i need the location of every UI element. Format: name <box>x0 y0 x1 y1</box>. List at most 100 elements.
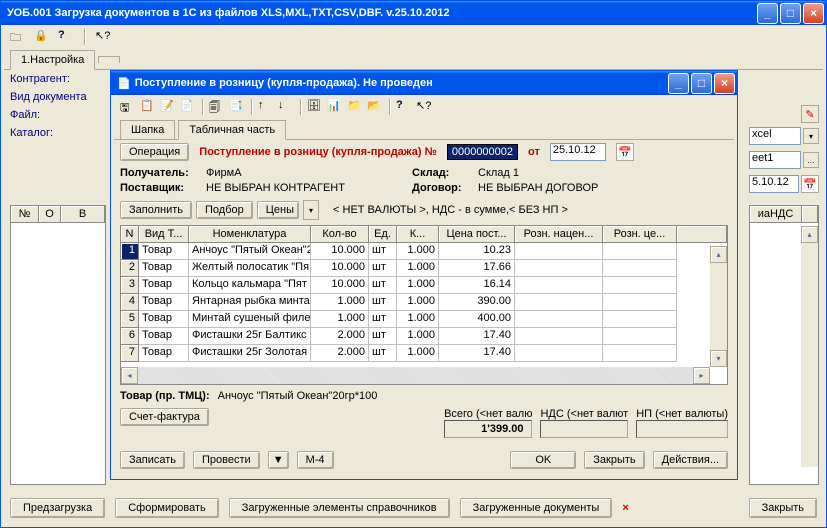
provesti-button[interactable]: Провести <box>193 451 260 469</box>
tab-nastroika[interactable]: 1.Настройка <box>10 50 95 70</box>
document-window: 📄 Поступление в розницу (купля-продажа).… <box>110 70 738 480</box>
tool-icon[interactable]: 📝 <box>160 99 176 115</box>
edit-icon[interactable]: ✎ <box>801 105 819 123</box>
calendar-icon[interactable]: 📅 <box>801 175 819 193</box>
operation-button[interactable]: Операция <box>120 143 189 161</box>
arrow-down-icon[interactable]: ↓ <box>278 99 294 115</box>
grid-scrollbar-v[interactable]: ▴▾ <box>710 246 727 367</box>
value-dogovor: НЕ ВЫБРАН ДОГОВОР <box>478 182 598 194</box>
col-n[interactable]: № <box>11 206 39 223</box>
col-nom[interactable]: Номенклатура <box>189 226 311 243</box>
provesti-dropdown[interactable]: ▼ <box>268 451 289 469</box>
col-k[interactable]: К... <box>397 226 439 243</box>
col-rc[interactable]: Розн. це... <box>603 226 677 243</box>
table-row[interactable]: 6ТоварФисташки 25г Балтикс2.000шт1.00017… <box>121 328 727 345</box>
col-nds[interactable]: иаНДС <box>750 206 802 223</box>
scroll-up-icon[interactable]: ▴ <box>710 246 727 263</box>
tool-icon[interactable]: 🖫 <box>120 99 136 115</box>
tab-tablichnaya[interactable]: Табличная часть <box>178 120 286 140</box>
arrow-up-icon[interactable]: ↑ <box>258 99 274 115</box>
maximize-button[interactable]: □ <box>780 3 801 24</box>
field-sheet[interactable]: eet1 <box>749 151 801 169</box>
field-xcel[interactable]: xcel <box>749 127 801 145</box>
table-row[interactable]: 3ТоварКольцо кальмара "Пят10.000шт1.0001… <box>121 277 727 294</box>
value-poluchatel: ФирмА <box>206 167 406 179</box>
label-nds: НДС (<нет валют <box>540 408 628 420</box>
scroll-down-icon[interactable]: ▾ <box>710 350 727 367</box>
tool-icon[interactable]: 🔒 <box>34 29 50 45</box>
m4-button[interactable]: М-4 <box>297 451 334 469</box>
doc-close-button[interactable]: × <box>714 73 735 94</box>
zagr-elementy-button[interactable]: Загруженные элементы справочников <box>229 498 450 518</box>
label-kontragent: Контрагент: <box>10 73 70 85</box>
help-icon[interactable]: ? <box>396 99 412 115</box>
label-sklad: Склад: <box>412 167 472 179</box>
close-button[interactable]: Закрыть <box>749 498 817 518</box>
calendar-icon[interactable]: 📅 <box>616 143 634 161</box>
doc-number-field[interactable]: 0000000002 <box>447 144 518 160</box>
grid-scrollbar-h[interactable]: ◂▸ <box>121 367 710 384</box>
col-v[interactable]: В <box>61 206 105 223</box>
table-row[interactable]: 5ТоварМинтай сушеный филе1.000шт1.000400… <box>121 311 727 328</box>
tool-icon[interactable]: 📁 <box>347 99 363 115</box>
table-row[interactable]: 7ТоварФисташки 25г Золотая2.000шт1.00017… <box>121 345 727 362</box>
table-row[interactable]: 1ТоварАнчоус "Пятый Океан"210.000шт1.000… <box>121 243 727 260</box>
tab-hidden[interactable] <box>98 56 120 63</box>
col-ed[interactable]: Ед. <box>369 226 397 243</box>
schet-faktura-button[interactable]: Счет-фактура <box>120 408 209 426</box>
predzagruzka-button[interactable]: Предзагрузка <box>10 498 105 518</box>
tool-icon[interactable]: 📑 <box>229 99 245 115</box>
col-nac[interactable]: Розн. нацен... <box>515 226 603 243</box>
close-button[interactable]: × <box>803 3 824 24</box>
col-kol[interactable]: Кол-во <box>311 226 369 243</box>
col-o[interactable]: O <box>39 206 61 223</box>
table-row[interactable]: 2ТоварЖелтый полосатик "Пя10.000шт1.0001… <box>121 260 727 277</box>
tool-icon[interactable]: 📋 <box>140 99 156 115</box>
field-date[interactable]: 5.10.12 <box>749 175 799 193</box>
value-sklad: Склад 1 <box>478 167 519 179</box>
doc-minimize-button[interactable]: _ <box>668 73 689 94</box>
tool-icon[interactable]: 📊 <box>327 99 343 115</box>
col-vid[interactable]: Вид Т... <box>139 226 189 243</box>
deistvia-button[interactable]: Действия... <box>653 451 728 469</box>
scroll-left-icon[interactable]: ◂ <box>121 367 138 384</box>
col-n[interactable]: N <box>121 226 139 243</box>
tool-icon[interactable]: 📂 <box>367 99 383 115</box>
label-postavshik: Поставщик: <box>120 182 200 194</box>
col-cena[interactable]: Цена пост... <box>439 226 515 243</box>
doc-title: Поступление в розницу (купля-продажа). Н… <box>135 77 668 89</box>
help-icon[interactable]: ? <box>58 29 74 45</box>
label-np: НП (<нет валюты) <box>636 408 728 420</box>
ellipsis-icon[interactable]: … <box>803 152 819 168</box>
doc-maximize-button[interactable]: □ <box>691 73 712 94</box>
table-row[interactable]: 4ТоварЯнтарная рыбка минта1.000шт1.00039… <box>121 294 727 311</box>
value-tovar: Анчоус "Пятый Океан"20гр*100 <box>218 390 378 402</box>
zagr-docs-button[interactable]: Загруженные документы <box>460 498 613 518</box>
items-grid[interactable]: N Вид Т... Номенклатура Кол-во Ед. К... … <box>120 225 728 385</box>
doc-titlebar: 📄 Поступление в розницу (купля-продажа).… <box>111 71 737 95</box>
zapolnit-button[interactable]: Заполнить <box>120 201 192 219</box>
minimize-button[interactable]: _ <box>757 3 778 24</box>
ok-button[interactable]: OK <box>510 451 576 469</box>
ceny-dropdown-icon[interactable]: ▾ <box>303 200 319 220</box>
tool-icon[interactable]: 🗐 <box>209 99 225 115</box>
doc-date-field[interactable]: 25.10.12 <box>550 143 606 161</box>
cursor-help-icon[interactable]: ↖? <box>416 99 432 115</box>
podbor-button[interactable]: Подбор <box>196 201 253 219</box>
scrollbar-vertical[interactable]: ▴ <box>801 226 818 467</box>
main-toolbar: 🗀 🔒 ? ↖? <box>4 25 823 49</box>
tool-icon[interactable]: 🗄 <box>307 99 323 115</box>
scroll-up-icon[interactable]: ▴ <box>801 226 818 243</box>
sformirovat-button[interactable]: Сформировать <box>115 498 219 518</box>
label-poluchatel: Получатель: <box>120 167 200 179</box>
zakryt-button[interactable]: Закрыть <box>584 451 644 469</box>
close-x-icon[interactable]: × <box>622 502 628 514</box>
scroll-right-icon[interactable]: ▸ <box>693 367 710 384</box>
tool-icon[interactable]: 🗀 <box>10 29 26 45</box>
dropdown-icon[interactable]: ▾ <box>803 128 819 144</box>
zapisat-button[interactable]: Записать <box>120 451 185 469</box>
tab-shapka[interactable]: Шапка <box>120 120 175 139</box>
ceny-button[interactable]: Цены <box>257 201 299 219</box>
tool-icon[interactable]: 📄 <box>180 99 196 115</box>
cursor-help-icon[interactable]: ↖? <box>95 29 111 45</box>
